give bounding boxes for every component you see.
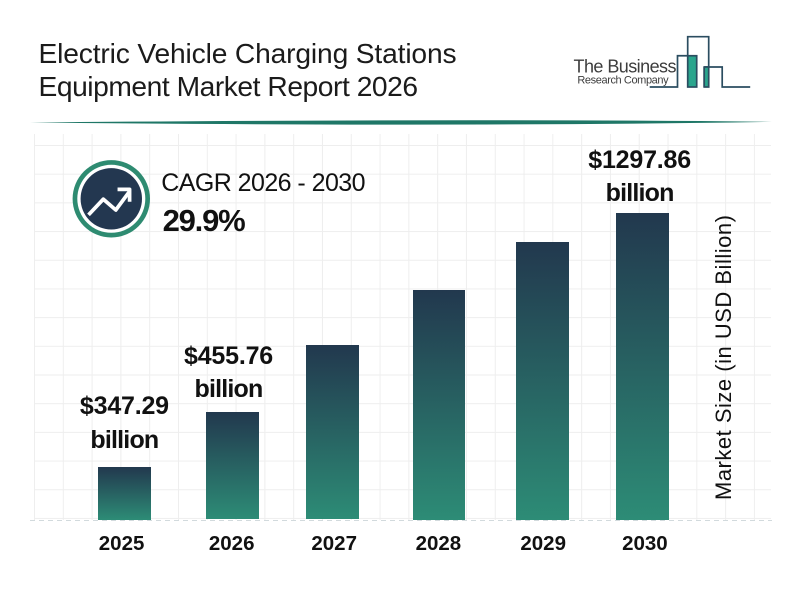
svg-text:The Business: The Business — [574, 57, 677, 77]
svg-text:Research Company: Research Company — [577, 75, 669, 87]
